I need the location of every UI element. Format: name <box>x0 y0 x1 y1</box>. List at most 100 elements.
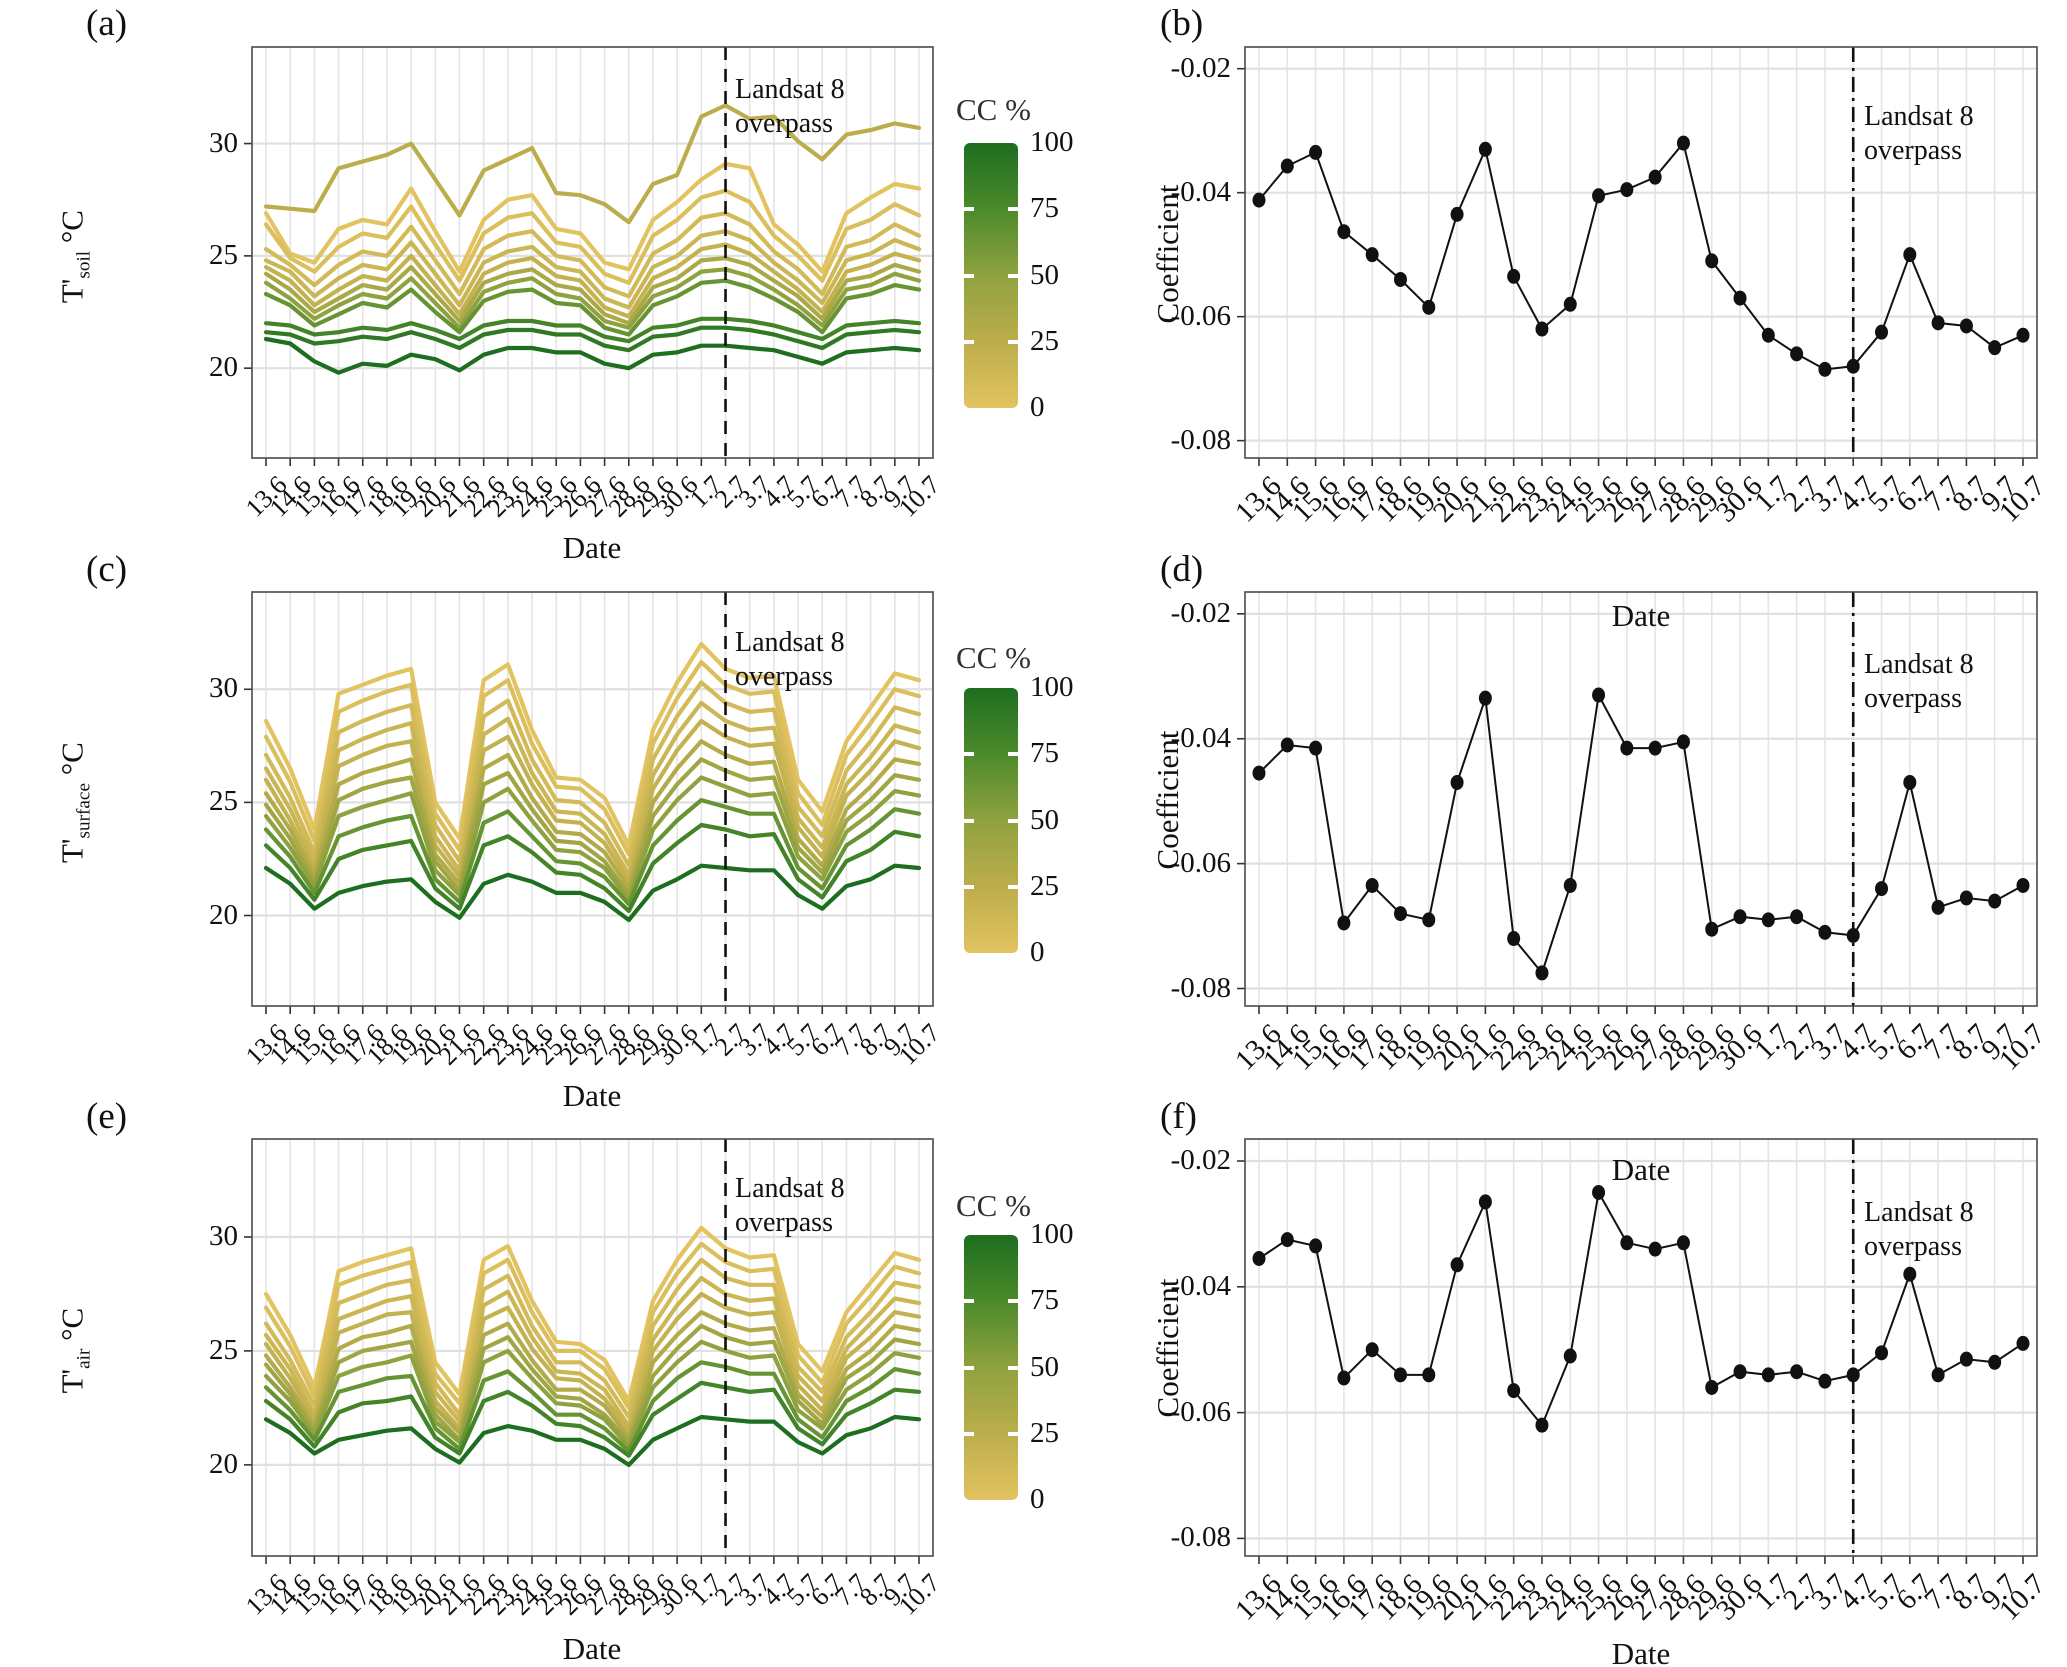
panel-label-d: (d) <box>1160 549 1204 590</box>
panel-label-b: (b) <box>1160 3 1204 44</box>
panel-label-a: (a) <box>86 3 128 44</box>
y-tick-label: -0.02 <box>1170 51 1231 84</box>
legend-tick-label: 50 <box>1030 1350 1059 1383</box>
colorbar-tick-notch <box>1008 818 1018 823</box>
temperature-series-line <box>263 822 922 914</box>
data-point <box>1422 1367 1436 1383</box>
temperature-series-line <box>263 797 922 907</box>
temperature-series-line <box>263 316 922 344</box>
y-tick-label: 30 <box>209 1219 238 1252</box>
y-tick-label: 25 <box>209 785 238 818</box>
y-tick-label: -0.02 <box>1170 1144 1231 1176</box>
data-point <box>1393 906 1407 922</box>
temperature-series-line <box>263 1310 922 1440</box>
data-point <box>1563 877 1577 893</box>
data-point <box>1903 774 1917 790</box>
data-point <box>1535 965 1549 981</box>
data-point <box>1252 192 1266 208</box>
colorbar-tick-notch <box>964 818 974 823</box>
data-point <box>1563 296 1577 312</box>
coefficient-series-line <box>1258 1189 2024 1428</box>
plot-border <box>251 591 934 1007</box>
data-point <box>1676 734 1690 750</box>
colorbar-tick-notch <box>964 1431 974 1436</box>
overpass-annotation-c: Landsat 8 overpass <box>735 627 845 692</box>
data-point <box>1478 1194 1492 1210</box>
temperature-series-line <box>263 659 922 857</box>
y-axis-title-c: T'surface °C <box>54 742 95 863</box>
data-point <box>1365 877 1379 893</box>
data-point <box>1790 346 1804 362</box>
colorbar-tick-notch <box>964 752 974 757</box>
y-tick-label: 20 <box>209 1447 238 1480</box>
data-point <box>1393 1367 1407 1383</box>
temperature-series-line <box>263 188 922 285</box>
data-point <box>1337 224 1351 240</box>
data-point <box>1733 1364 1747 1380</box>
temperature-series-line <box>263 325 922 353</box>
colorbar-tick-notch <box>1008 273 1018 278</box>
temperature-series-line <box>263 1380 922 1458</box>
temperature-series-line <box>263 718 922 884</box>
panel-label-e: (e) <box>86 1096 128 1137</box>
temperature-series-line <box>263 229 922 310</box>
data-point <box>1959 890 1973 906</box>
data-point <box>1818 1373 1832 1389</box>
overpass-annotation-d: Landsat 8 overpass <box>1864 649 1974 714</box>
overpass-annotation-f: Landsat 8 overpass <box>1864 1197 1974 1262</box>
data-point <box>1846 1367 1860 1383</box>
temperature-series-line <box>263 1275 922 1429</box>
data-point <box>1280 1232 1294 1248</box>
data-point <box>1846 358 1860 374</box>
y-tick-label: -0.04 <box>1170 175 1231 208</box>
temperature-series-line <box>263 256 922 326</box>
y-tick-label: 30 <box>209 126 238 159</box>
data-point <box>1309 144 1323 160</box>
data-point <box>1790 1364 1804 1380</box>
data-point <box>1648 740 1662 756</box>
data-point <box>1478 141 1492 157</box>
plot-border <box>251 1138 934 1557</box>
x-axis-title-a: Date <box>562 530 622 565</box>
colorbar-tick-notch <box>1008 1299 1018 1304</box>
temperature-series-line <box>263 1360 922 1454</box>
plot-border <box>1244 46 2038 459</box>
data-point <box>1676 1235 1690 1251</box>
data-point <box>1761 327 1775 343</box>
y-tick-label: 25 <box>209 1333 238 1366</box>
y-tick-label: -0.04 <box>1170 721 1231 754</box>
data-point <box>1365 247 1379 263</box>
panel-label-c: (c) <box>86 549 128 590</box>
temperature-series-line <box>263 103 922 225</box>
x-axis-title-b: Date <box>1611 598 1671 633</box>
colorbar-tick-notch <box>1008 339 1018 344</box>
data-point <box>1761 1367 1775 1383</box>
legend-title-a: CC % <box>956 92 1031 127</box>
legend-title-c: CC % <box>956 640 1031 675</box>
temperature-series-line <box>263 1414 922 1468</box>
y-tick-label: 25 <box>209 238 238 271</box>
legend-tick-label: 100 <box>1030 671 1074 703</box>
temperature-series-line <box>263 278 922 337</box>
data-point <box>1620 182 1634 198</box>
plot-border <box>251 46 934 459</box>
data-point <box>1507 268 1521 284</box>
data-point <box>1790 909 1804 925</box>
data-point <box>1875 324 1889 340</box>
y-axis-title-e: T'air °C <box>54 1307 95 1394</box>
y-tick-label: -0.04 <box>1170 1269 1231 1302</box>
x-axis-title-d: Date <box>1611 1152 1671 1187</box>
data-point <box>1705 1379 1719 1395</box>
overpass-annotation-a: Landsat 8 overpass <box>735 74 845 139</box>
colorbar-tick-notch <box>1008 207 1018 212</box>
legend-tick-label: 25 <box>1030 1416 1059 1449</box>
y-tick-label: 30 <box>209 672 238 705</box>
data-point <box>1620 1235 1634 1251</box>
data-point <box>1705 253 1719 269</box>
y-tick-label: -0.06 <box>1170 299 1231 332</box>
temperature-series-line <box>263 211 922 299</box>
data-point <box>1450 774 1464 790</box>
data-point <box>1535 321 1549 337</box>
